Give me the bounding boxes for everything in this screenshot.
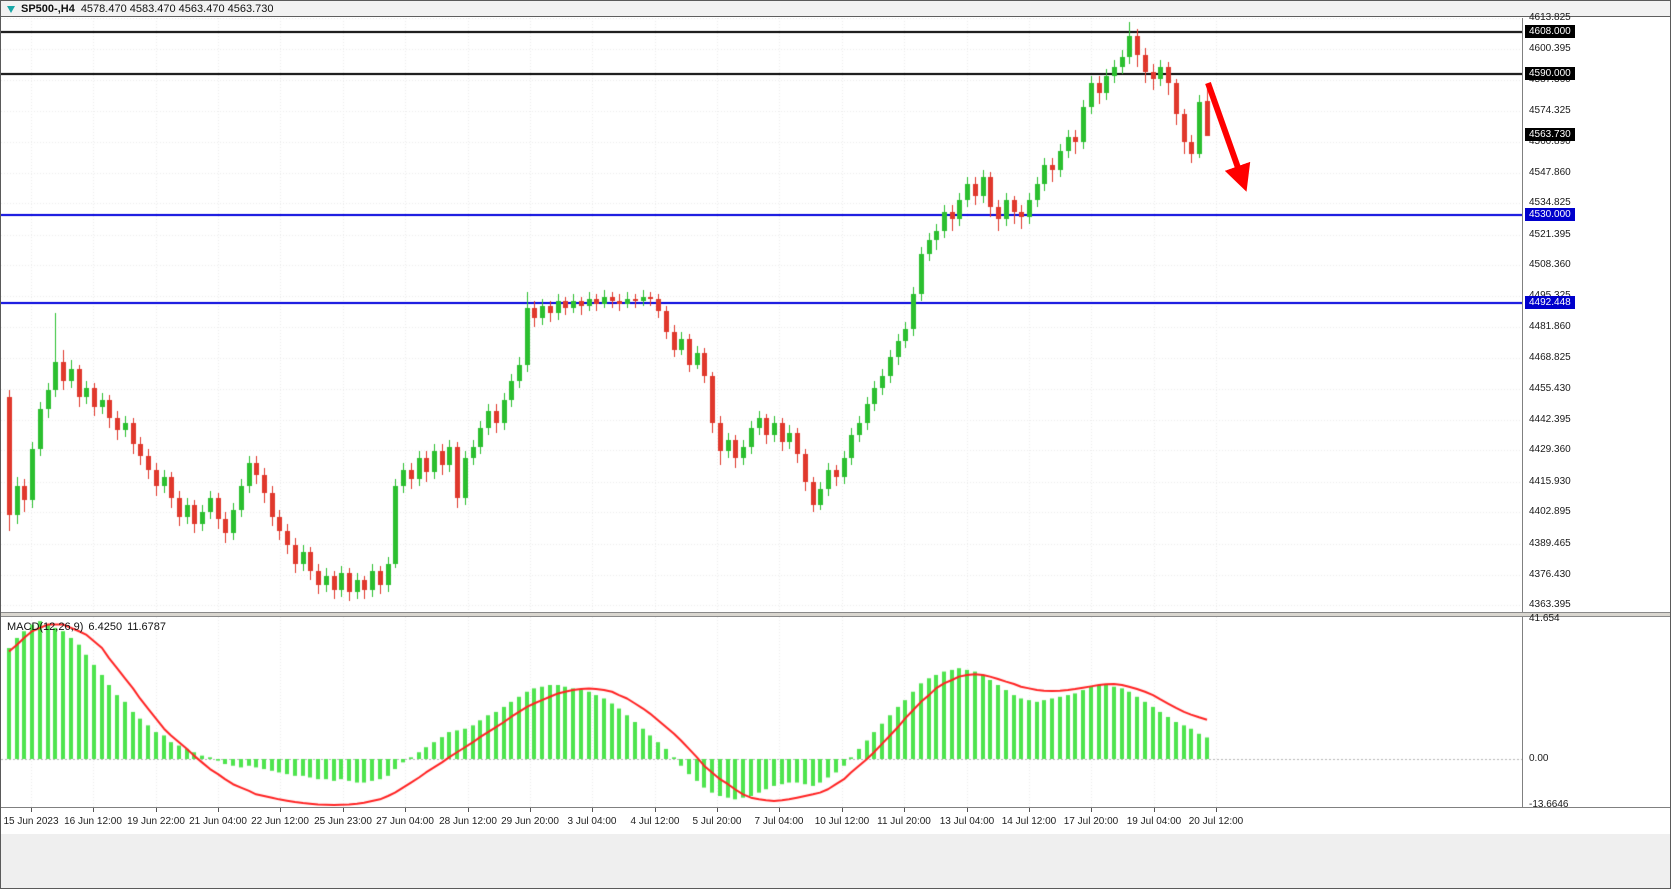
- time-tick-mark: [343, 808, 344, 812]
- time-tick-mark: [717, 808, 718, 812]
- time-tick-mark: [218, 808, 219, 812]
- price-badge-4563.730: 4563.730: [1525, 128, 1575, 142]
- macd-tick-label: 0.00: [1529, 753, 1549, 764]
- time-tick-label: 22 Jun 12:00: [251, 816, 309, 827]
- time-tick-mark: [156, 808, 157, 812]
- time-tick-label: 27 Jun 04:00: [376, 816, 434, 827]
- panel-splitter[interactable]: [1, 612, 1670, 617]
- price-tick-label: 4376.430: [1529, 568, 1571, 580]
- time-tick-label: 29 Jun 20:00: [501, 816, 559, 827]
- time-tick-label: 4 Jul 12:00: [630, 816, 680, 827]
- price-tick-label: 4547.860: [1529, 166, 1571, 178]
- time-tick-mark: [405, 808, 406, 812]
- price-tick-label: 4481.860: [1529, 321, 1571, 333]
- time-tick-mark: [468, 808, 469, 812]
- terminal-background: [1, 834, 1670, 888]
- time-tick-label: 7 Jul 04:00: [754, 816, 804, 827]
- time-tick-mark: [1154, 808, 1155, 812]
- macd-axis[interactable]: 41.654 0.00 -13.6646: [1522, 613, 1670, 810]
- time-tick-mark: [779, 808, 780, 812]
- time-tick-mark: [904, 808, 905, 812]
- price-badge-4492.448: 4492.448: [1525, 295, 1575, 309]
- time-tick-mark: [31, 808, 32, 812]
- price-tick-label: 4402.895: [1529, 506, 1571, 518]
- price-tick-label: 4521.395: [1529, 228, 1571, 240]
- price-tick-label: 4455.430: [1529, 383, 1571, 395]
- price-badge-4608.000: 4608.000: [1525, 24, 1575, 38]
- time-tick-mark: [1029, 808, 1030, 812]
- price-tick-label: 4574.325: [1529, 104, 1571, 116]
- time-tick-label: 3 Jul 04:00: [567, 816, 617, 827]
- indicator-name: MACD(12,26,9): [7, 621, 84, 633]
- macd-panel[interactable]: [1, 617, 1522, 807]
- price-tick-label: 4429.360: [1529, 444, 1571, 456]
- time-tick-label: 13 Jul 04:00: [939, 816, 995, 827]
- time-tick-mark: [530, 808, 531, 812]
- time-tick-label: 11 Jul 20:00: [877, 816, 931, 827]
- indicator-label: MACD(12,26,9) 6.4250 11.6787: [7, 621, 171, 633]
- chart-title-bar: SP500-,H4 4578.470 4583.470 4563.470 4563…: [1, 1, 1670, 17]
- time-tick-mark: [280, 808, 281, 812]
- price-tick-label: 4508.360: [1529, 259, 1571, 271]
- time-tick-mark: [967, 808, 968, 812]
- macd-tick-label: 41.654: [1529, 612, 1560, 624]
- price-badge-4590.000: 4590.000: [1525, 66, 1575, 80]
- time-axis[interactable]: 15 Jun 2023 16 Jun 12:00 19 Jun 22:00 21 Ju…: [1, 807, 1670, 834]
- indicator-main-value: 6.4250: [88, 621, 123, 633]
- price-tick-label: 4534.825: [1529, 197, 1571, 209]
- time-tick-label: 15 Jun 2023: [3, 816, 59, 827]
- time-tick-mark: [93, 808, 94, 812]
- price-tick-label: 4600.395: [1529, 43, 1571, 55]
- time-tick-label: 14 Jul 12:00: [1001, 816, 1057, 827]
- price-tick-label: 4613.825: [1529, 12, 1571, 23]
- time-tick-label: 10 Jul 12:00: [814, 816, 870, 827]
- time-tick-label: 28 Jun 12:00: [439, 816, 497, 827]
- chart-symbol-icon: [7, 5, 15, 13]
- price-chart[interactable]: [1, 18, 1522, 612]
- trend-arrow[interactable]: [1198, 75, 1273, 220]
- price-tick-label: 4363.395: [1529, 599, 1571, 611]
- time-tick-mark: [1216, 808, 1217, 812]
- price-axis[interactable]: 4613.8254600.3954587.3604574.3254560.890…: [1522, 12, 1670, 612]
- time-tick-label: 19 Jun 22:00: [127, 816, 185, 827]
- time-tick-mark: [592, 808, 593, 812]
- time-tick-label: 20 Jul 12:00: [1188, 816, 1244, 827]
- price-tick-label: 4560.890: [1529, 136, 1571, 148]
- time-tick-mark: [1091, 808, 1092, 812]
- time-tick-mark: [655, 808, 656, 812]
- time-tick-label: 19 Jul 04:00: [1126, 816, 1182, 827]
- chart-title-ohlc: 4578.470 4583.470 4563.470 4563.730: [80, 3, 274, 15]
- time-tick-label: 25 Jun 23:00: [314, 816, 372, 827]
- time-tick-label: 21 Jun 04:00: [189, 816, 247, 827]
- price-tick-label: 4415.930: [1529, 475, 1571, 487]
- time-tick-label: 5 Jul 20:00: [692, 816, 742, 827]
- price-tick-label: 4389.465: [1529, 537, 1571, 549]
- time-tick-label: 16 Jun 12:00: [64, 816, 122, 827]
- price-badge-4530.000: 4530.000: [1525, 207, 1575, 221]
- chart-title-symbol: SP500-,H4: [21, 3, 75, 15]
- price-tick-label: 4442.395: [1529, 413, 1571, 425]
- time-tick-mark: [842, 808, 843, 812]
- indicator-signal-value: 11.6787: [127, 621, 167, 633]
- price-tick-label: 4495.325: [1529, 290, 1571, 302]
- macd-tick-label: -13.6646: [1529, 798, 1569, 810]
- price-tick-label: 4468.825: [1529, 351, 1571, 363]
- time-tick-label: 17 Jul 20:00: [1063, 816, 1119, 827]
